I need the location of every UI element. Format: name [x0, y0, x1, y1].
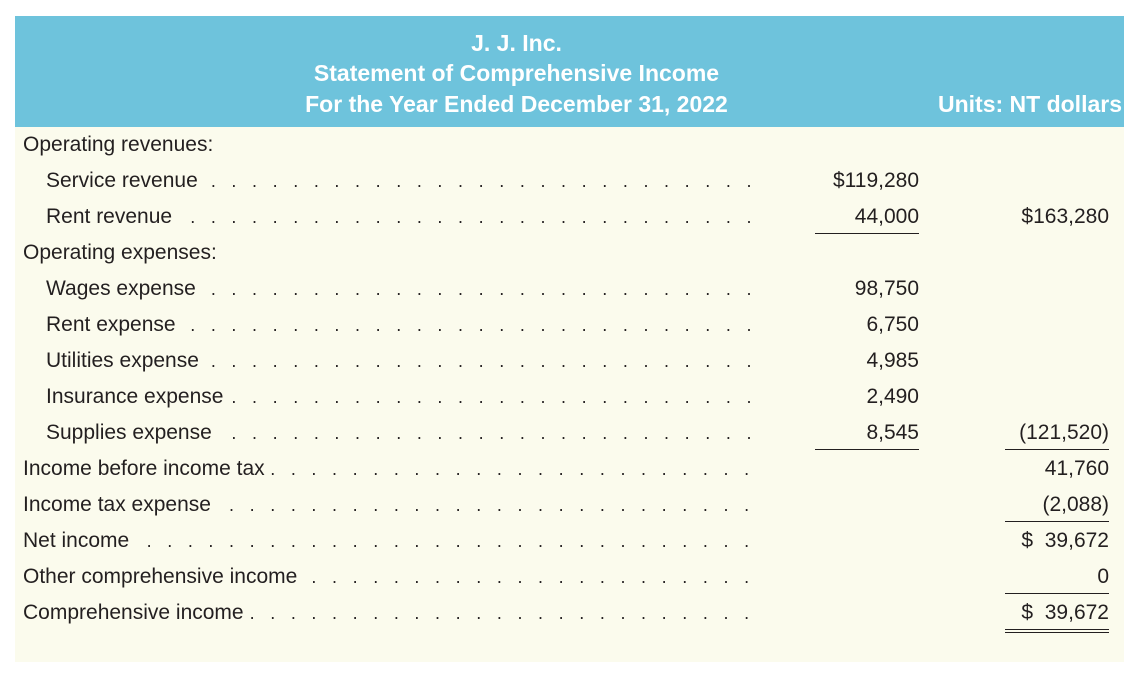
amount-col1: 8,545: [866, 421, 919, 444]
row-rent-expense: . . . . . . . . . . . . . . . . . . . . …: [15, 307, 1124, 343]
row-label: Rent expense: [46, 313, 180, 336]
amount-col1: $119,280: [832, 169, 919, 192]
company-name: J. J. Inc.: [471, 30, 562, 56]
row-label: Net income: [23, 529, 134, 552]
row-label: Utilities expense: [46, 349, 203, 372]
row-label: Other comprehensive income: [23, 565, 302, 588]
row-label: Wages expense: [46, 277, 200, 300]
dot-leader: . . . . . . . . . . . . . . . . . . . . …: [46, 171, 763, 191]
amount-col1: 44,000: [854, 205, 919, 228]
amount-col1: 98,750: [854, 277, 919, 300]
dot-leader: . . . . . . . . . . . . . . . . . . . . …: [46, 279, 763, 299]
amount-col2: $163,280: [1021, 205, 1109, 228]
amount-col1: 6,750: [866, 313, 919, 336]
row-net-income: . . . . . . . . . . . . . . . . . . . . …: [15, 523, 1124, 559]
row-utilities-expense: . . . . . . . . . . . . . . . . . . . . …: [15, 343, 1124, 379]
amount-col1: 2,490: [866, 385, 919, 408]
double-underline-top: [1005, 629, 1109, 630]
dot-leader: . . . . . . . . . . . . . . . . . . . . …: [46, 207, 763, 227]
row-label: Supplies expense: [46, 421, 216, 444]
row-operating-revenues: Operating revenues:: [15, 127, 1124, 163]
amount-col2: (121,520): [1019, 421, 1109, 444]
row-insurance-expense: . . . . . . . . . . . . . . . . . . . . …: [15, 379, 1124, 415]
row-income-before-tax: . . . . . . . . . . . . . . . . . . . . …: [15, 451, 1124, 487]
row-label: Comprehensive income: [23, 601, 248, 624]
row-label: Insurance expense: [46, 385, 228, 408]
row-operating-expenses: Operating expenses:: [15, 235, 1124, 271]
row-label: Income tax expense: [23, 493, 215, 516]
row-wages-expense: . . . . . . . . . . . . . . . . . . . . …: [15, 271, 1124, 307]
statement-period: For the Year Ended December 31, 2022: [305, 91, 728, 117]
subtotal-rule: [1005, 449, 1109, 450]
subtotal-rule: [815, 233, 919, 234]
subtotal-rule: [815, 449, 919, 450]
subtotal-rule: [1005, 521, 1109, 522]
row-label: Service revenue: [46, 169, 202, 192]
units-label: Units: NT dollars: [937, 91, 1122, 117]
section-heading: Operating expenses:: [23, 241, 217, 264]
statement-title: Statement of Comprehensive Income: [313, 60, 720, 86]
row-supplies-expense: . . . . . . . . . . . . . . . . . . . . …: [15, 415, 1124, 451]
row-label: Rent revenue: [46, 205, 177, 228]
amount-col2: $ 39,672: [1021, 529, 1109, 552]
amount-col1: 4,985: [866, 349, 919, 372]
statement-header: J. J. Inc. Statement of Comprehensive In…: [15, 16, 1124, 127]
row-service-revenue: . . . . . . . . . . . . . . . . . . . . …: [15, 163, 1124, 199]
section-heading: Operating revenues:: [23, 133, 214, 156]
amount-col2: (2,088): [1042, 493, 1109, 516]
income-statement: J. J. Inc. Statement of Comprehensive In…: [15, 16, 1124, 662]
double-underline-bottom: [1005, 632, 1109, 633]
dot-leader: . . . . . . . . . . . . . . . . . . . . …: [46, 351, 763, 371]
row-income-tax-expense: . . . . . . . . . . . . . . . . . . . . …: [15, 487, 1124, 523]
amount-col2: 41,760: [1044, 457, 1109, 480]
row-other-comprehensive-income: . . . . . . . . . . . . . . . . . . . . …: [15, 559, 1124, 595]
dot-leader: . . . . . . . . . . . . . . . . . . . . …: [46, 423, 763, 443]
row-label: Income before income tax: [23, 457, 269, 480]
row-comprehensive-income: . . . . . . . . . . . . . . . . . . . . …: [15, 595, 1124, 631]
row-rent-revenue: . . . . . . . . . . . . . . . . . . . . …: [15, 199, 1124, 235]
dot-leader: . . . . . . . . . . . . . . . . . . . . …: [23, 531, 763, 551]
amount-col2: 0: [1097, 565, 1109, 588]
amount-col2: $ 39,672: [1021, 601, 1109, 624]
subtotal-rule: [1005, 593, 1109, 594]
dot-leader: . . . . . . . . . . . . . . . . . . . . …: [46, 315, 763, 335]
